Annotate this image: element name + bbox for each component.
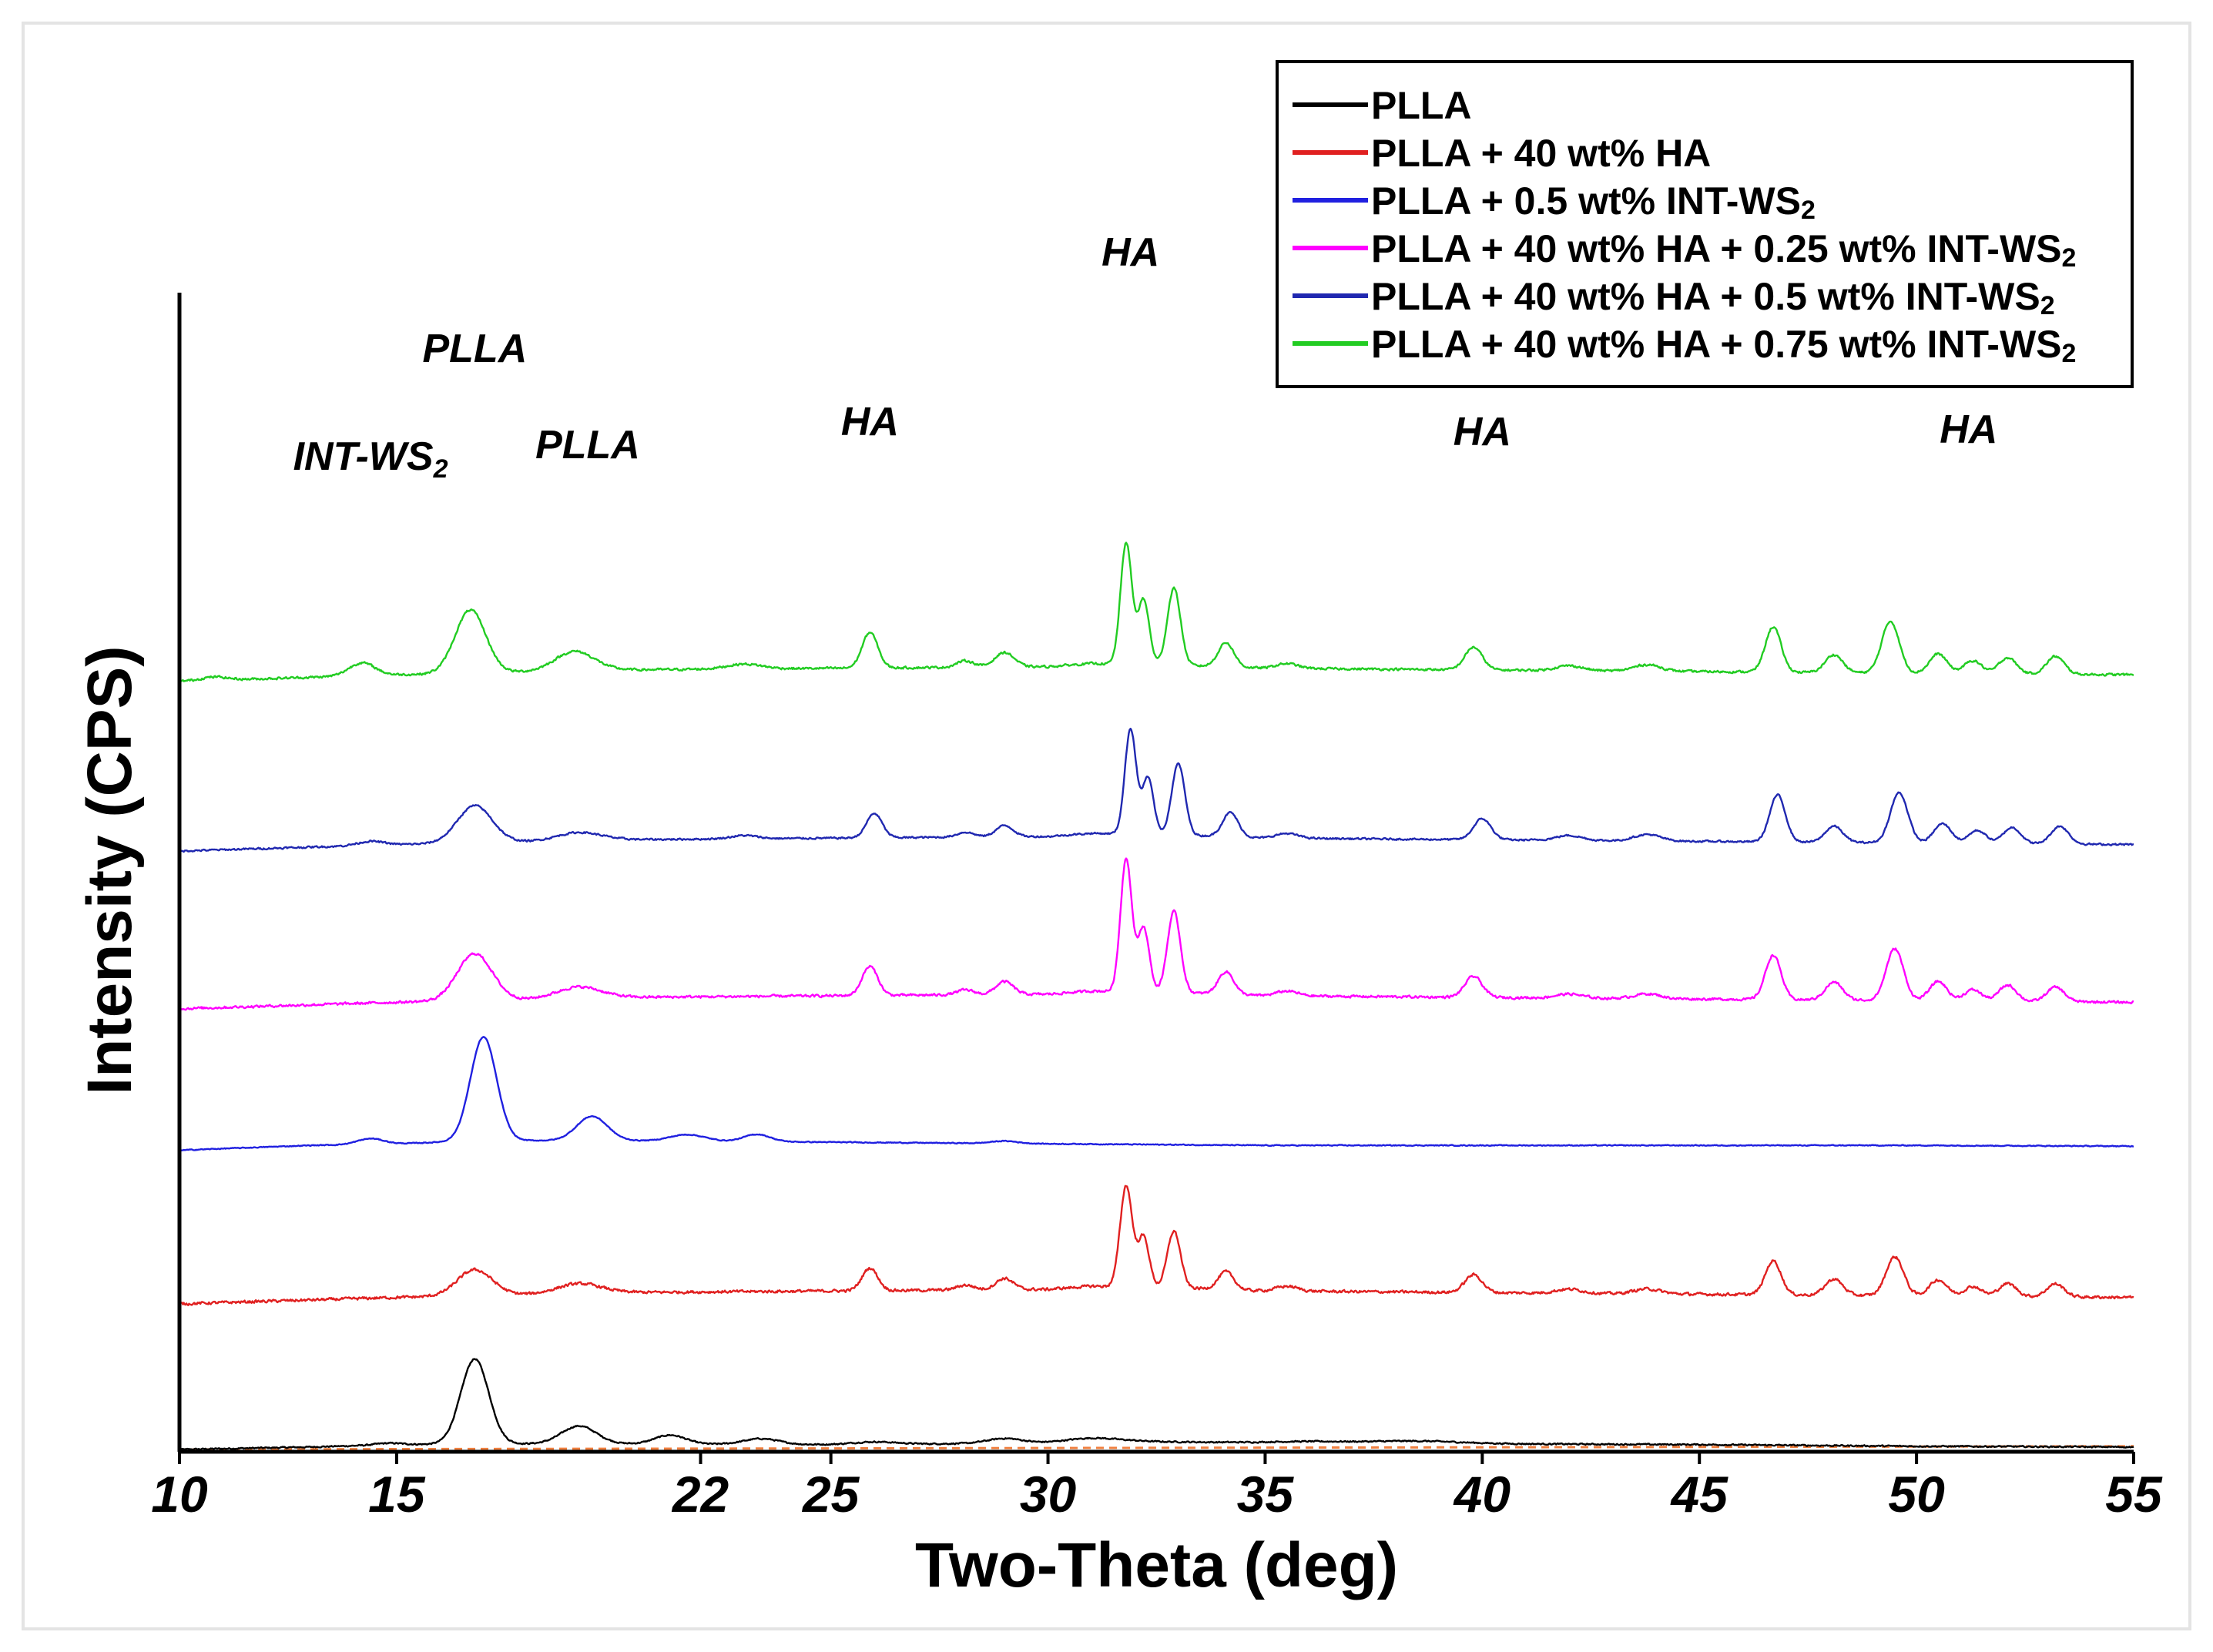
legend-box — [1276, 60, 2134, 388]
x-tick-label: 45 — [1670, 1466, 1729, 1523]
peak-annotation: HA — [1454, 410, 1511, 454]
peak-annotation: INT-WS2 — [293, 434, 448, 484]
series-layer — [179, 541, 2134, 1451]
series-line-5 — [179, 541, 2134, 682]
peak-annotation: PLLA — [422, 327, 527, 371]
x-tick-label: 40 — [1453, 1466, 1511, 1523]
legend-label: PLLA + 40 wt% HA + 0.5 wt% INT-WS2 — [1371, 275, 2055, 320]
series-line-4 — [179, 727, 2134, 853]
x-tick-label: 50 — [1888, 1466, 1945, 1523]
axes-layer: 10 15 22 25 30 35 40 45 50 55 — [151, 293, 2163, 1523]
series-line-3 — [179, 857, 2134, 1011]
x-tick-label: 22 — [671, 1466, 729, 1523]
series-line-2 — [179, 1036, 2134, 1151]
peak-annotation: HA — [1101, 230, 1159, 275]
peak-annotation: PLLA — [535, 423, 640, 467]
legend-label: PLLA + 40 wt% HA — [1371, 132, 1711, 175]
legend-label: PLLA + 40 wt% HA + 0.25 wt% INT-WS2 — [1371, 227, 2076, 273]
legend-label: PLLA — [1371, 84, 1472, 127]
labels-layer: Two-Theta (deg) Intensity (CPS) INT-WS2 PLL… — [75, 230, 1997, 1600]
x-tick-label: 35 — [1237, 1466, 1295, 1523]
x-tick-label: 10 — [151, 1466, 208, 1523]
legend-label: PLLA + 0.5 wt% INT-WS2 — [1371, 179, 1816, 225]
background-baseline — [179, 1445, 2134, 1451]
x-tick-label: 55 — [2105, 1466, 2163, 1523]
peak-annotation: HA — [1940, 407, 1997, 452]
x-tick-label: 30 — [1020, 1466, 1077, 1523]
y-axis-title: Intensity (CPS) — [75, 645, 145, 1094]
x-axis-title: Two-Theta (deg) — [915, 1530, 1398, 1600]
legend-label: PLLA + 40 wt% HA + 0.75 wt% INT-WS2 — [1371, 323, 2076, 368]
x-tick-label: 25 — [801, 1466, 860, 1523]
x-tick-label: 15 — [368, 1466, 426, 1523]
series-line-1 — [179, 1185, 2134, 1306]
series-line-0 — [179, 1358, 2134, 1451]
peak-annotation: HA — [841, 400, 899, 444]
